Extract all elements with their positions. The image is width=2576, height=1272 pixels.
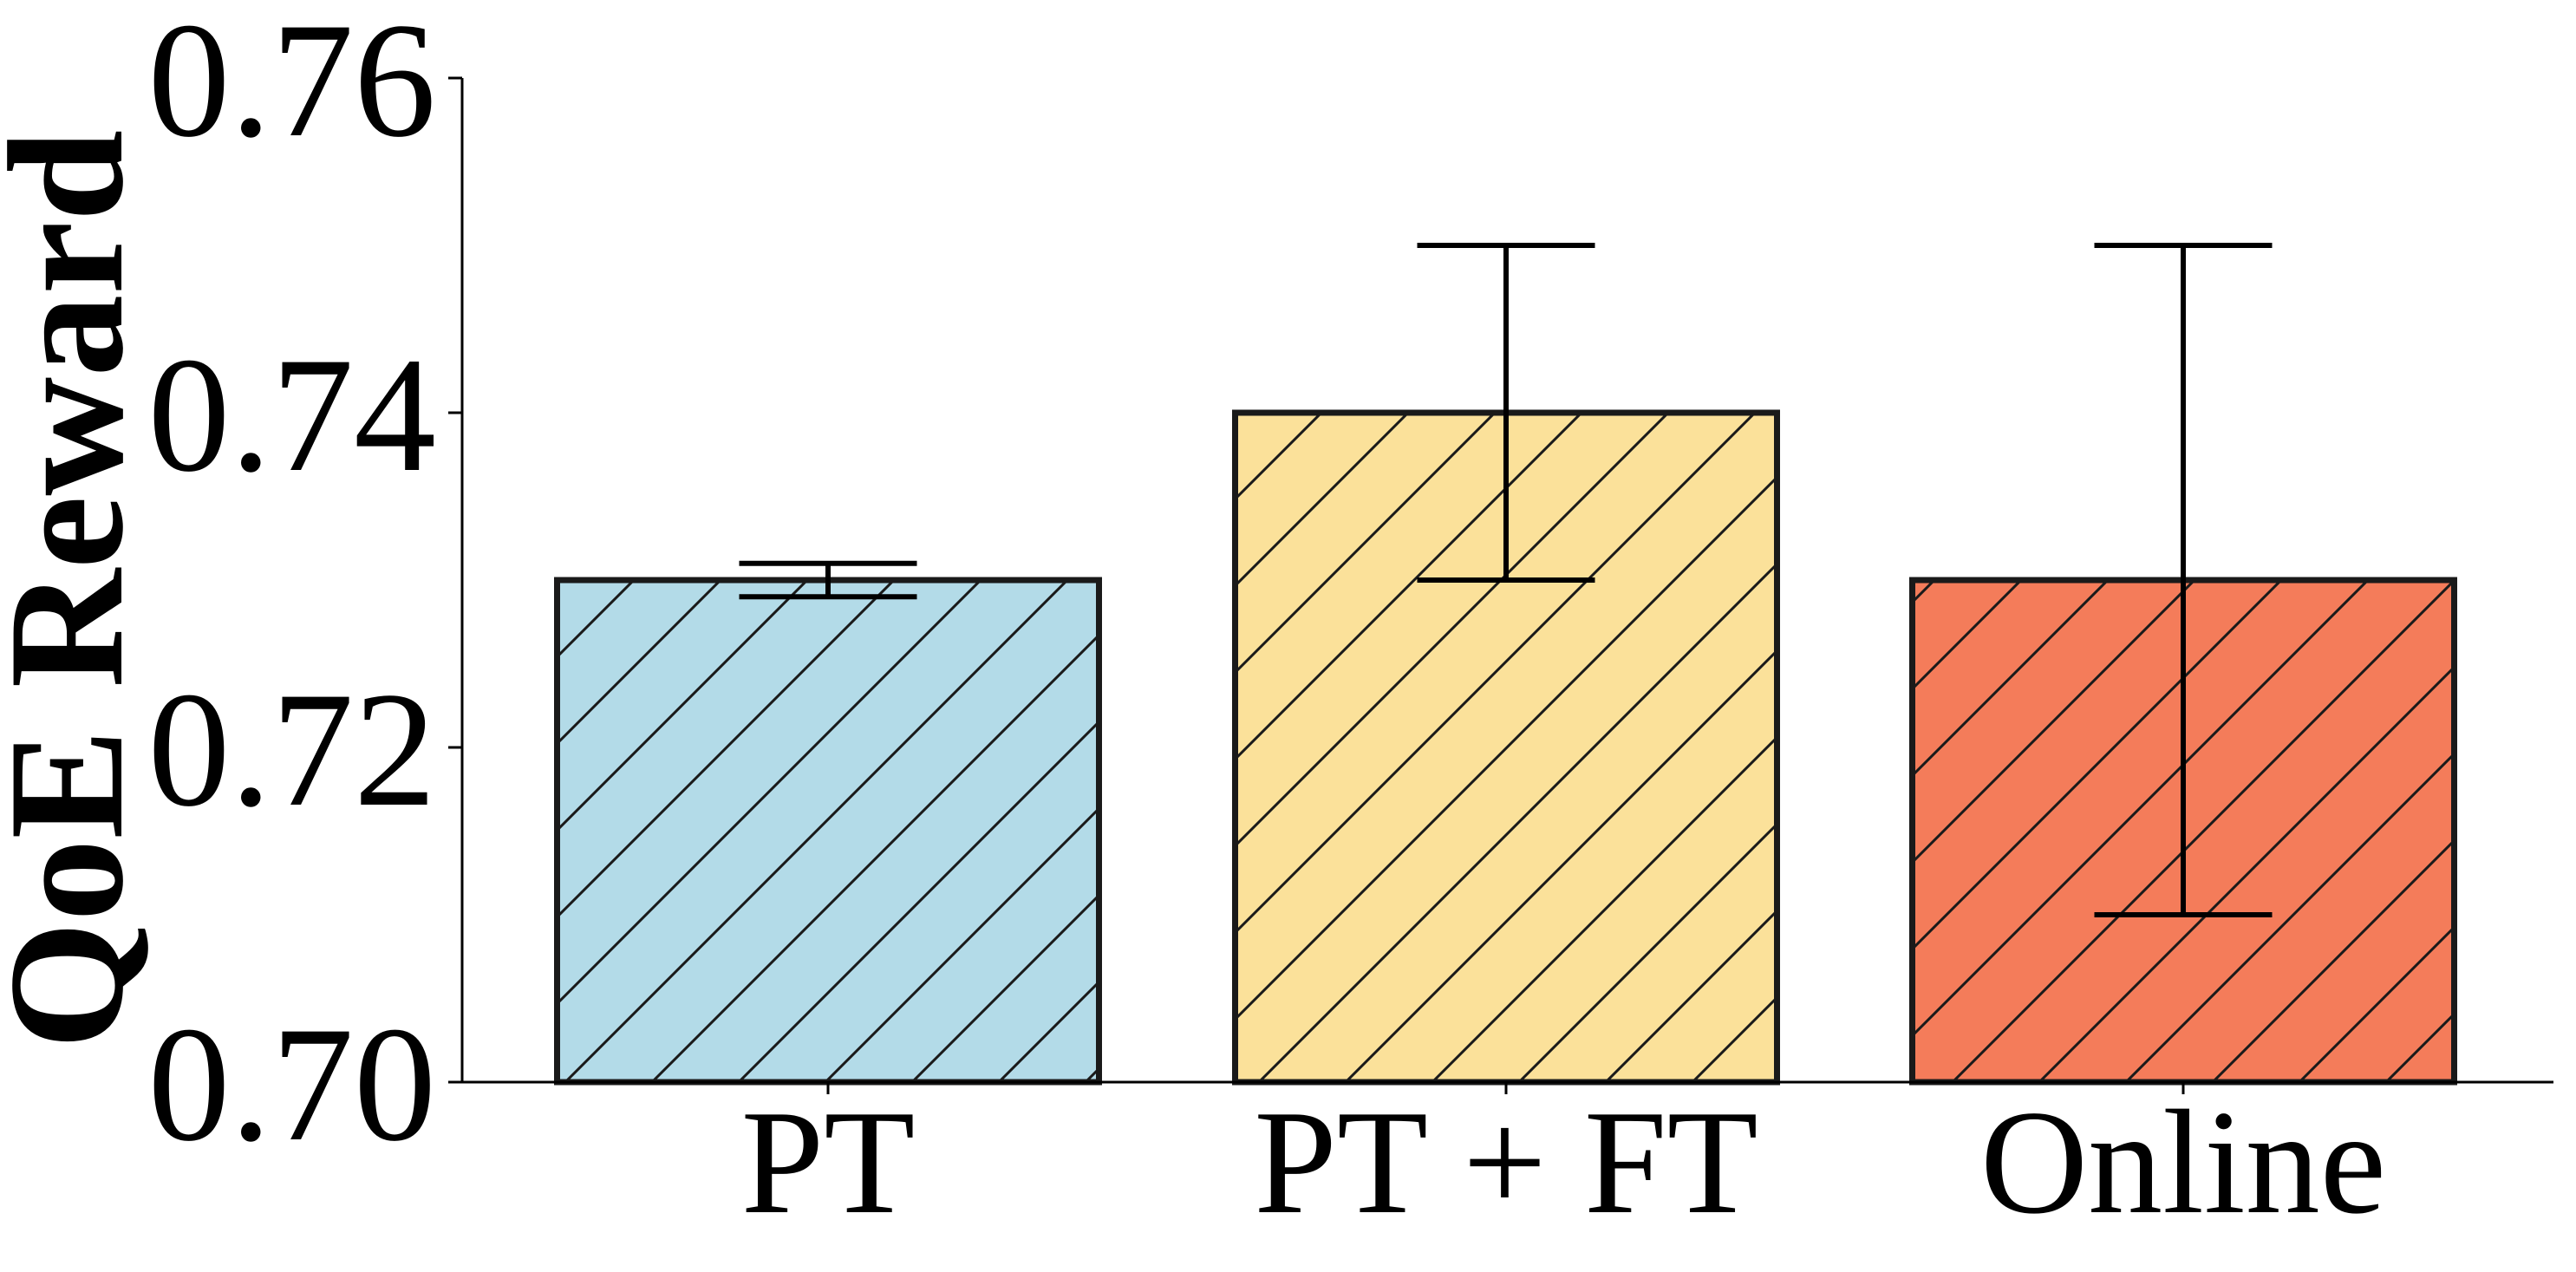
- y-tick-label-2: 0.74: [148, 324, 437, 506]
- bars-layer: [554, 409, 2457, 1086]
- y-tick-label-0: 0.70: [148, 994, 437, 1176]
- axes-layer: PT PT + FT Online 0.70 0.72 0.74 0.76: [148, 0, 2553, 1245]
- bar-hatch-0: [557, 580, 1099, 1082]
- y-axis-title: QoE Reward: [0, 130, 158, 1050]
- x-tick-label-2: Online: [1980, 1080, 2386, 1245]
- x-tick-label-1: PT + FT: [1254, 1080, 1758, 1245]
- error-bars-layer: [739, 243, 2273, 917]
- y-tick-label-1: 0.72: [148, 659, 437, 841]
- x-tick-label-0: PT: [741, 1080, 916, 1245]
- y-tick-label-3: 0.76: [148, 0, 437, 172]
